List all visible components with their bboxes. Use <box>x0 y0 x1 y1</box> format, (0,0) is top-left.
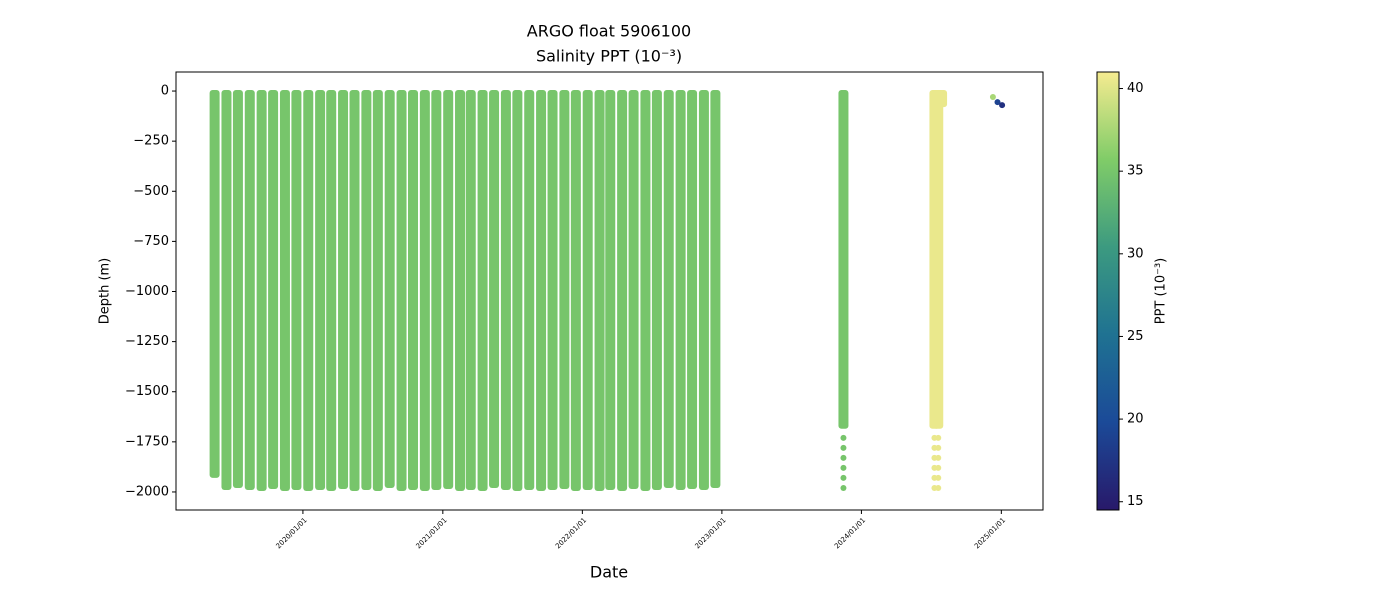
y-tick-label: −1500 <box>125 384 169 399</box>
profile <box>443 90 454 489</box>
profile <box>512 90 523 491</box>
point <box>840 434 847 441</box>
colorbar-tick-label: 35 <box>1127 164 1144 179</box>
point <box>935 454 942 461</box>
x-axis-label: Date <box>590 563 628 582</box>
colorbar-frame <box>1096 71 1120 511</box>
point <box>999 102 1006 109</box>
point <box>840 444 847 451</box>
profile <box>477 90 488 491</box>
profile <box>384 90 395 488</box>
profile <box>291 90 302 490</box>
profile <box>536 90 547 491</box>
profile <box>500 90 511 490</box>
colorbar-tick-label: 30 <box>1127 246 1144 261</box>
profile <box>396 90 407 491</box>
point <box>935 444 942 451</box>
profile <box>408 90 419 490</box>
x-tick-label: 2023/01/01 <box>694 516 728 550</box>
y-tick-label: 0 <box>161 84 169 99</box>
y-tick-label: −2000 <box>125 484 169 499</box>
chart-subtitle: Salinity PPT (10⁻³) <box>536 47 682 66</box>
x-tick-label: 2021/01/01 <box>414 516 448 550</box>
point <box>989 94 996 101</box>
profile <box>338 90 349 489</box>
chart-title: ARGO float 5906100 <box>527 22 691 41</box>
profile <box>465 90 476 490</box>
colorbar-tick-label: 25 <box>1127 329 1144 344</box>
profile <box>361 90 372 490</box>
profile <box>617 90 628 491</box>
axes-frame <box>175 71 1044 511</box>
profile <box>232 90 243 488</box>
y-tick-label: −500 <box>133 184 169 199</box>
x-tick-label: 2024/01/01 <box>833 516 867 550</box>
profile <box>268 90 279 489</box>
profile <box>933 90 944 429</box>
point <box>935 434 942 441</box>
profile <box>838 90 849 429</box>
profile <box>687 90 698 489</box>
point <box>840 484 847 491</box>
y-tick-label: −250 <box>133 134 169 149</box>
colorbar-label: PPT (10⁻³) <box>1154 258 1169 325</box>
profile <box>547 90 558 490</box>
profile <box>489 90 500 488</box>
profile <box>582 90 593 490</box>
colorbar-tick-label: 40 <box>1127 81 1144 96</box>
point <box>840 464 847 471</box>
profile <box>372 90 383 491</box>
profile <box>675 90 686 490</box>
profile <box>221 90 232 490</box>
colorbar-tick-label: 15 <box>1127 494 1144 509</box>
profile <box>570 90 581 491</box>
point <box>935 474 942 481</box>
colorbar-tick-label: 20 <box>1127 412 1144 427</box>
profile <box>594 90 605 491</box>
profile <box>455 90 466 491</box>
profile <box>640 90 651 491</box>
profile <box>628 90 639 489</box>
profile <box>244 90 255 490</box>
x-tick-label: 2020/01/01 <box>275 516 309 550</box>
profile <box>710 90 721 488</box>
point <box>935 464 942 471</box>
profile <box>651 90 662 490</box>
y-tick-label: −1000 <box>125 284 169 299</box>
y-axis-label: Depth (m) <box>98 258 113 325</box>
plot-area <box>209 90 1006 491</box>
y-tick-label: −750 <box>133 234 169 249</box>
profile <box>303 90 314 491</box>
point <box>840 454 847 461</box>
point <box>840 474 847 481</box>
profile <box>419 90 430 491</box>
x-tick-label: 2025/01/01 <box>973 516 1007 550</box>
profile <box>559 90 570 489</box>
profile <box>279 90 290 491</box>
point <box>935 484 942 491</box>
profile <box>698 90 709 490</box>
profile <box>663 90 674 488</box>
profile <box>605 90 616 490</box>
profile <box>431 90 442 490</box>
profile <box>349 90 360 491</box>
x-tick-label: 2022/01/01 <box>554 516 588 550</box>
profile <box>256 90 267 491</box>
profile <box>326 90 337 491</box>
point <box>994 99 1001 106</box>
colorbar <box>1097 72 1119 510</box>
profile <box>524 90 535 490</box>
profile <box>209 90 220 478</box>
y-tick-label: −1750 <box>125 434 169 449</box>
profile <box>315 90 326 490</box>
profile <box>937 90 948 108</box>
y-tick-label: −1250 <box>125 334 169 349</box>
